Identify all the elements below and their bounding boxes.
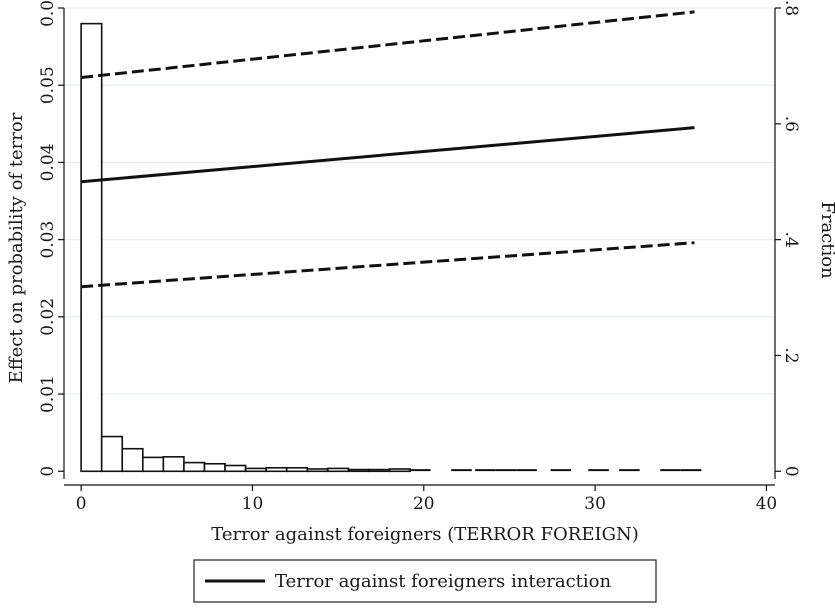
y-tick-label: 0 (38, 466, 58, 477)
x-tick-label: 40 (756, 494, 778, 514)
estimate-line (81, 126, 695, 184)
x-tick-label: 0 (76, 494, 87, 514)
y-tick-label: 0.01 (38, 375, 58, 413)
confidence-bound-line (81, 241, 695, 289)
histogram-bar (265, 467, 288, 473)
legend-entry-label: Terror against foreigners interaction (275, 571, 611, 592)
confidence-bound-line (80, 10, 695, 79)
histogram-bar (142, 456, 165, 473)
x-tick-label: 20 (413, 494, 435, 514)
y-tick-label: 0.04 (38, 143, 58, 181)
histogram-bar (285, 467, 309, 473)
y-axis-title: Effect on probability of terror (6, 112, 27, 383)
legend: Terror against foreigners interaction (193, 559, 657, 603)
histogram-bars (80, 22, 702, 473)
histogram-bar (100, 435, 124, 473)
y2-tick-label: 0 (781, 466, 801, 477)
y-tick-label: 0.06 (38, 0, 58, 27)
y-tick-label: 0.02 (38, 298, 58, 336)
y2-tick-label: .4 (781, 232, 801, 248)
y-tick-label: 0.03 (38, 221, 58, 259)
y2-tick-label: .6 (781, 116, 801, 132)
histogram-bar (368, 468, 391, 473)
x-tick-label: 30 (584, 494, 606, 514)
y2-axis-title: Fraction (817, 201, 835, 279)
histogram-bar (80, 22, 103, 473)
y-tick-label: 0.05 (38, 66, 58, 104)
histogram-bar (388, 468, 411, 473)
x-axis-title: Terror against foreigners (TERROR FOREIG… (211, 524, 639, 545)
histogram-bar (347, 468, 370, 473)
gridlines (64, 7, 775, 395)
y2-tick-label: .8 (781, 0, 801, 16)
axes (58, 7, 781, 491)
histogram-bar (244, 467, 267, 473)
series-lines (80, 10, 695, 289)
histogram-bar (121, 447, 144, 473)
histogram-bar (327, 467, 350, 473)
histogram-bar (306, 468, 329, 473)
y2-tick-label: .2 (781, 347, 801, 363)
tick-labels: 0 10 20 30 40 0 0.01 0.02 0.03 0.04 0.05 0.06 0 .2 .4.… (38, 0, 801, 514)
histogram-bar (203, 462, 226, 473)
histogram-bar (224, 464, 247, 473)
legend-box (193, 559, 657, 603)
histogram-bar (183, 461, 206, 473)
histogram-bar (162, 456, 185, 473)
x-tick-label: 10 (242, 494, 264, 514)
